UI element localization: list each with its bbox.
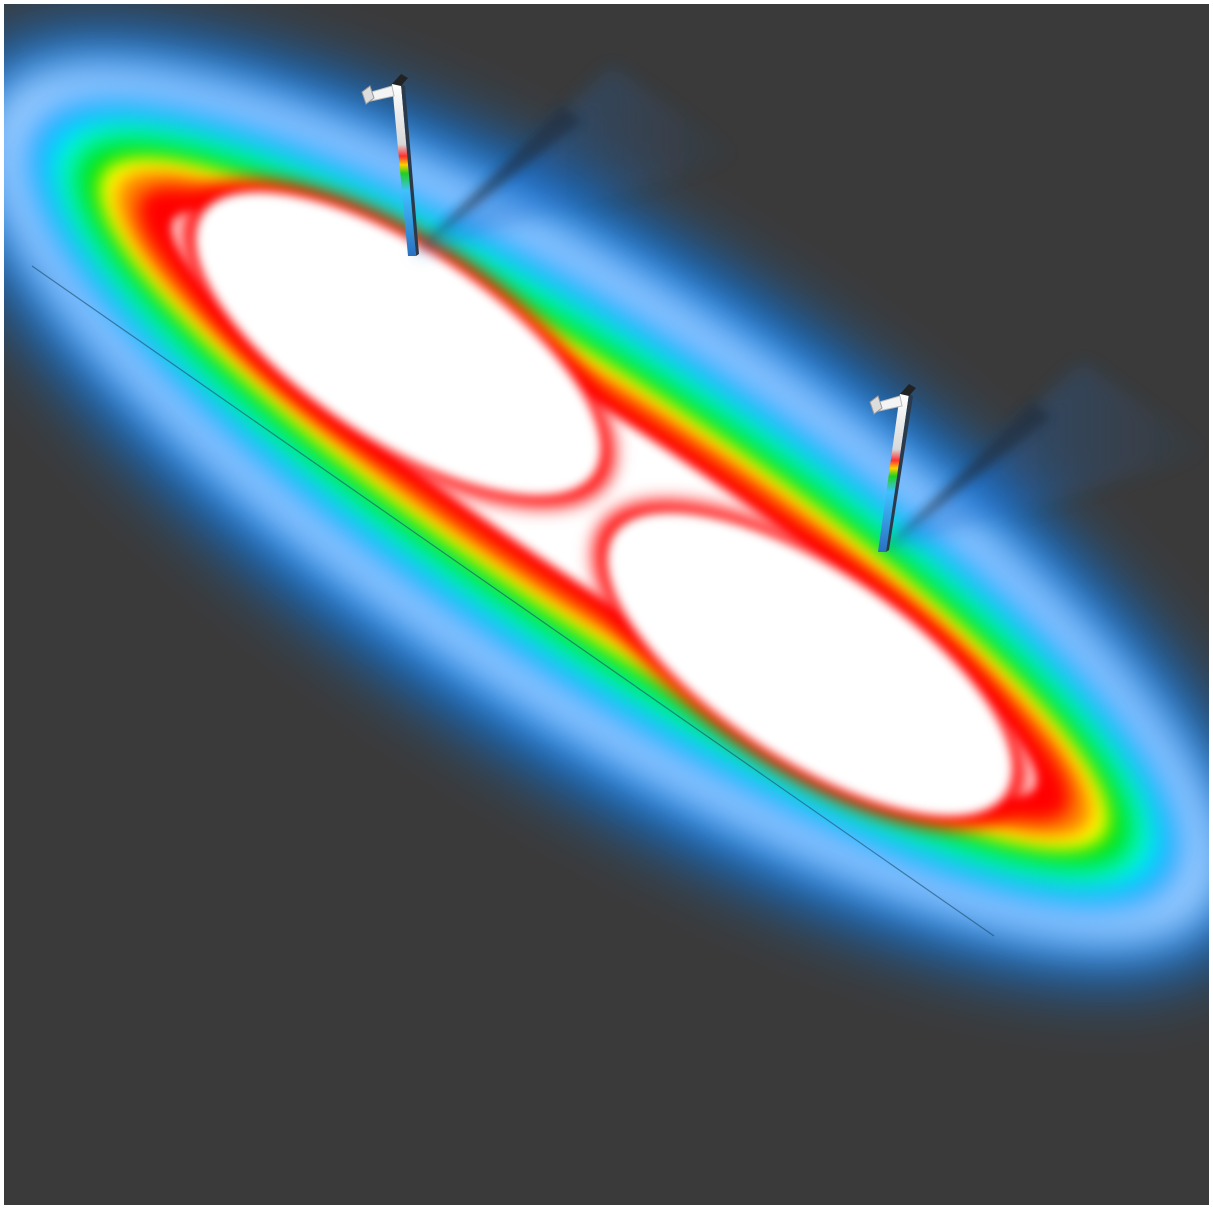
luminaire-head	[361, 85, 375, 105]
light-pole-1	[361, 74, 419, 256]
illuminance-field	[4, 35, 1209, 973]
pole-side	[401, 84, 419, 256]
luminaire-head	[869, 395, 883, 415]
pole-side	[886, 394, 913, 552]
light-pole-2	[869, 384, 916, 552]
pole-shaft	[878, 394, 909, 552]
beam-shadow-0	[412, 106, 582, 256]
pole-cap	[392, 74, 408, 86]
lobe-core-1	[606, 512, 1013, 817]
pole-cap	[900, 384, 916, 396]
pole-shaft	[392, 84, 416, 256]
render-viewport	[4, 4, 1209, 1205]
lobe-core-0	[195, 191, 602, 496]
beam-fan-1	[882, 362, 1209, 552]
road-edge-line	[31, 265, 995, 937]
beam-fan-0	[412, 66, 742, 256]
light-beams	[412, 66, 1209, 552]
light-distribution-render	[4, 35, 1209, 973]
beam-shadow-1	[882, 402, 1052, 552]
